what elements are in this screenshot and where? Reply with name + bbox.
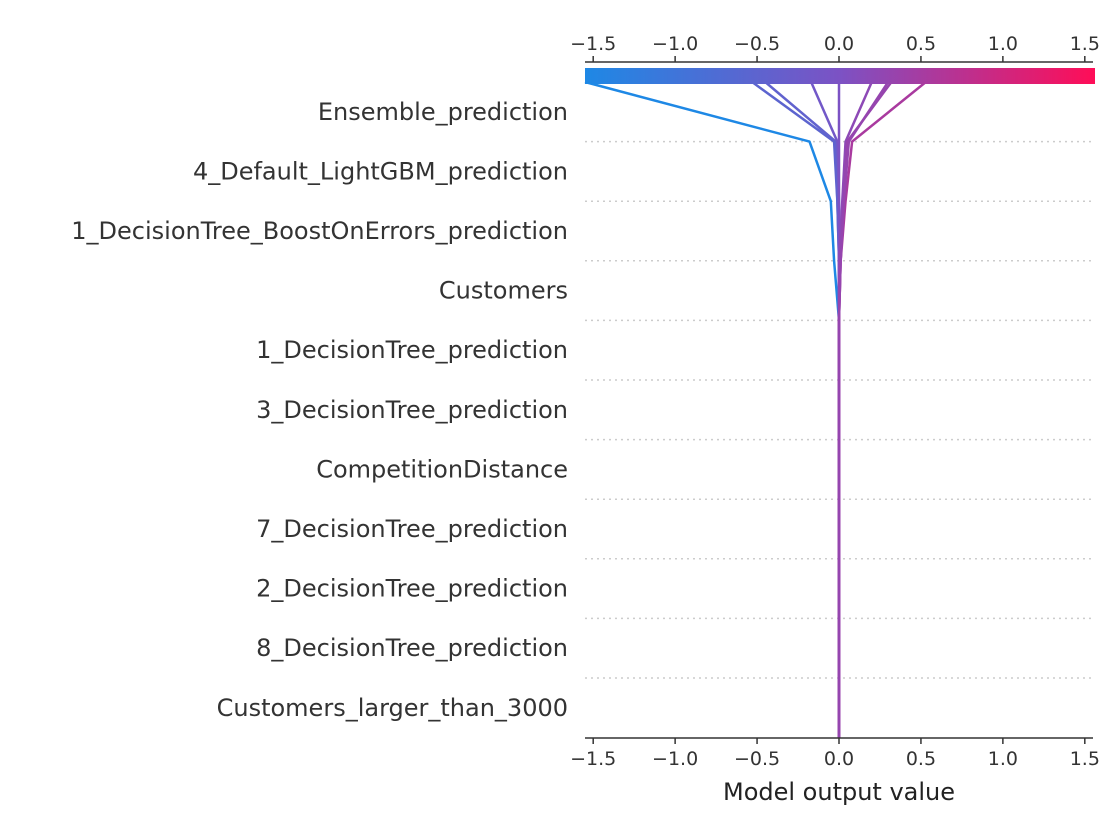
tick-label: −1.5	[570, 748, 616, 770]
tick-label: 0.5	[906, 748, 936, 770]
feature-label: Ensemble_prediction	[318, 98, 568, 126]
tick-label: 1.5	[1070, 748, 1100, 770]
colorbar	[585, 68, 1095, 84]
feature-label: 1_DecisionTree_BoostOnErrors_prediction	[71, 217, 568, 245]
x-axis-title: Model output value	[723, 778, 955, 806]
feature-label: Customers	[439, 277, 568, 305]
bottom-axis: −1.5 −1.0 −0.5 0.0 0.5 1.0 1.5	[570, 737, 1100, 770]
feature-label: 3_DecisionTree_prediction	[256, 396, 568, 424]
decision-line	[764, 81, 841, 739]
feature-label: CompetitionDistance	[316, 455, 568, 483]
tick-label: −1.0	[652, 33, 698, 55]
tick-label: −1.0	[652, 748, 698, 770]
tick-label: 0.5	[906, 33, 936, 55]
decision-lines	[584, 80, 927, 739]
tick-label: −0.5	[734, 748, 780, 770]
feature-label: 8_DecisionTree_prediction	[256, 634, 568, 662]
feature-label: 1_DecisionTree_prediction	[256, 336, 568, 364]
feature-label: 4_Default_LightGBM_prediction	[193, 157, 568, 185]
feature-label: Customers_larger_than_3000	[217, 694, 568, 722]
colorbar-rect	[585, 68, 1095, 84]
decision-line	[837, 81, 927, 739]
feature-label: 7_DecisionTree_prediction	[256, 515, 568, 543]
tick-label: 1.5	[1070, 33, 1100, 55]
feature-labels: Ensemble_prediction 4_Default_LightGBM_pr…	[71, 98, 568, 722]
tick-label: 1.0	[988, 748, 1018, 770]
decision-line	[584, 80, 841, 739]
tick-label: −0.5	[734, 33, 780, 55]
tick-label: 0.0	[824, 748, 854, 770]
top-axis: −1.5 −1.0 −0.5 0.0 0.5 1.0 1.5	[570, 33, 1100, 63]
decision-line	[837, 81, 890, 739]
feature-label: 2_DecisionTree_prediction	[256, 575, 568, 603]
decision-line	[809, 81, 841, 739]
tick-label: 1.0	[988, 33, 1018, 55]
decision-line	[751, 80, 841, 739]
tick-label: 0.0	[824, 33, 854, 55]
tick-label: −1.5	[570, 33, 616, 55]
